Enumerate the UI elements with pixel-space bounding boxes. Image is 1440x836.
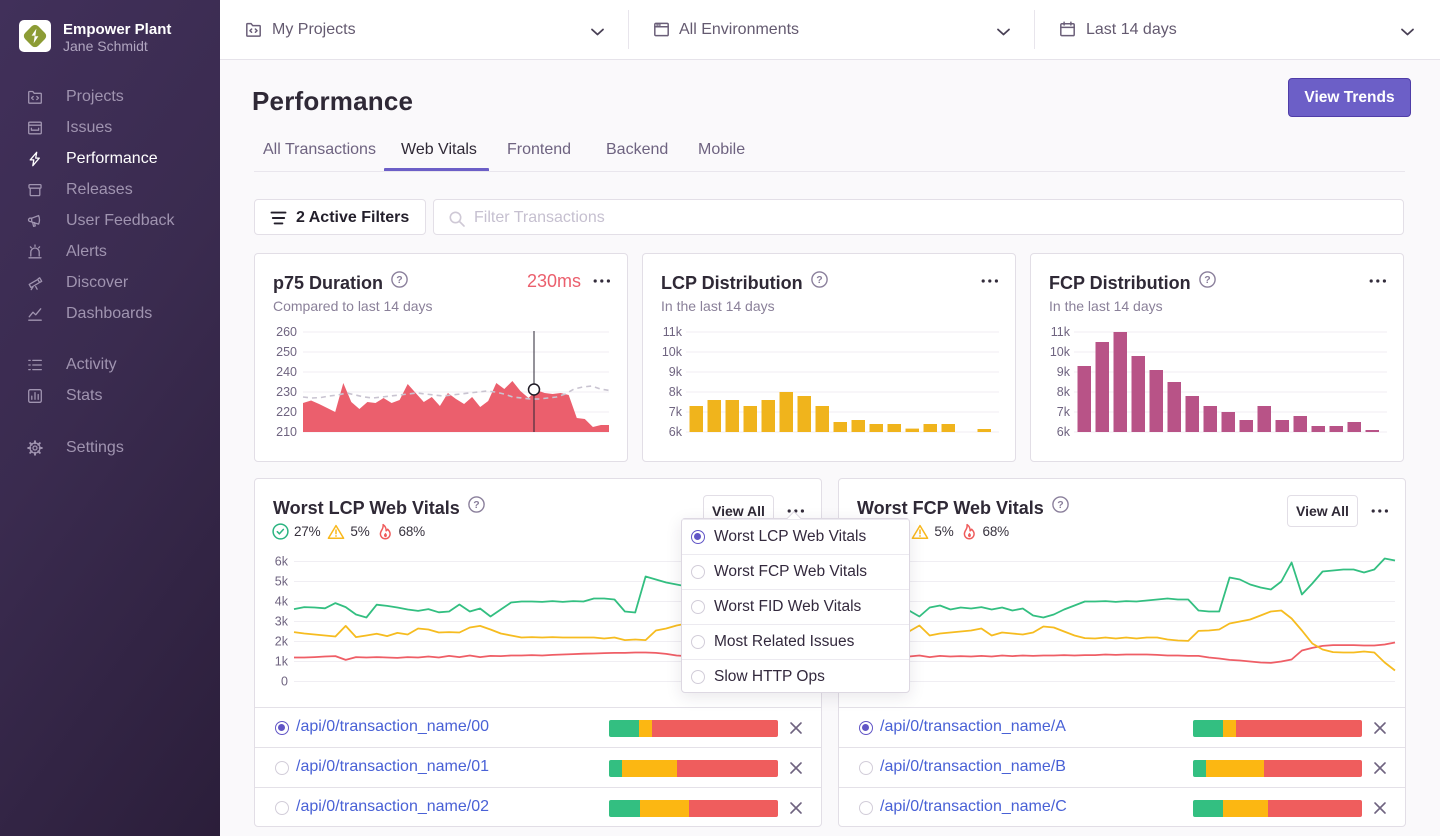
svg-text:8k: 8k: [669, 385, 683, 399]
svg-text:?: ?: [396, 274, 402, 286]
svg-text:260: 260: [276, 325, 297, 339]
svg-text:?: ?: [473, 499, 479, 511]
svg-text:5k: 5k: [275, 575, 289, 589]
svg-text:240: 240: [276, 365, 297, 379]
svg-text:10k: 10k: [1050, 345, 1071, 359]
svg-text:2k: 2k: [275, 635, 289, 649]
svg-text:10k: 10k: [662, 345, 683, 359]
svg-text:8k: 8k: [1057, 385, 1071, 399]
svg-text:220: 220: [276, 405, 297, 419]
svg-text:7k: 7k: [669, 405, 683, 419]
svg-text:11k: 11k: [1051, 325, 1071, 339]
svg-text:9k: 9k: [669, 365, 683, 379]
svg-text:0: 0: [281, 675, 288, 689]
svg-text:9k: 9k: [1057, 365, 1071, 379]
svg-text:4k: 4k: [275, 595, 289, 609]
svg-text:?: ?: [1204, 274, 1210, 286]
svg-text:?: ?: [1057, 499, 1063, 511]
svg-text:?: ?: [816, 274, 822, 286]
svg-text:11k: 11k: [663, 325, 683, 339]
svg-text:6k: 6k: [1057, 425, 1071, 439]
svg-text:3k: 3k: [275, 615, 289, 629]
svg-text:6k: 6k: [275, 555, 289, 569]
svg-text:1k: 1k: [275, 655, 289, 669]
svg-text:6k: 6k: [669, 425, 683, 439]
svg-text:210: 210: [276, 425, 297, 439]
svg-text:7k: 7k: [1057, 405, 1071, 419]
svg-text:230: 230: [276, 385, 297, 399]
svg-text:250: 250: [276, 345, 297, 359]
